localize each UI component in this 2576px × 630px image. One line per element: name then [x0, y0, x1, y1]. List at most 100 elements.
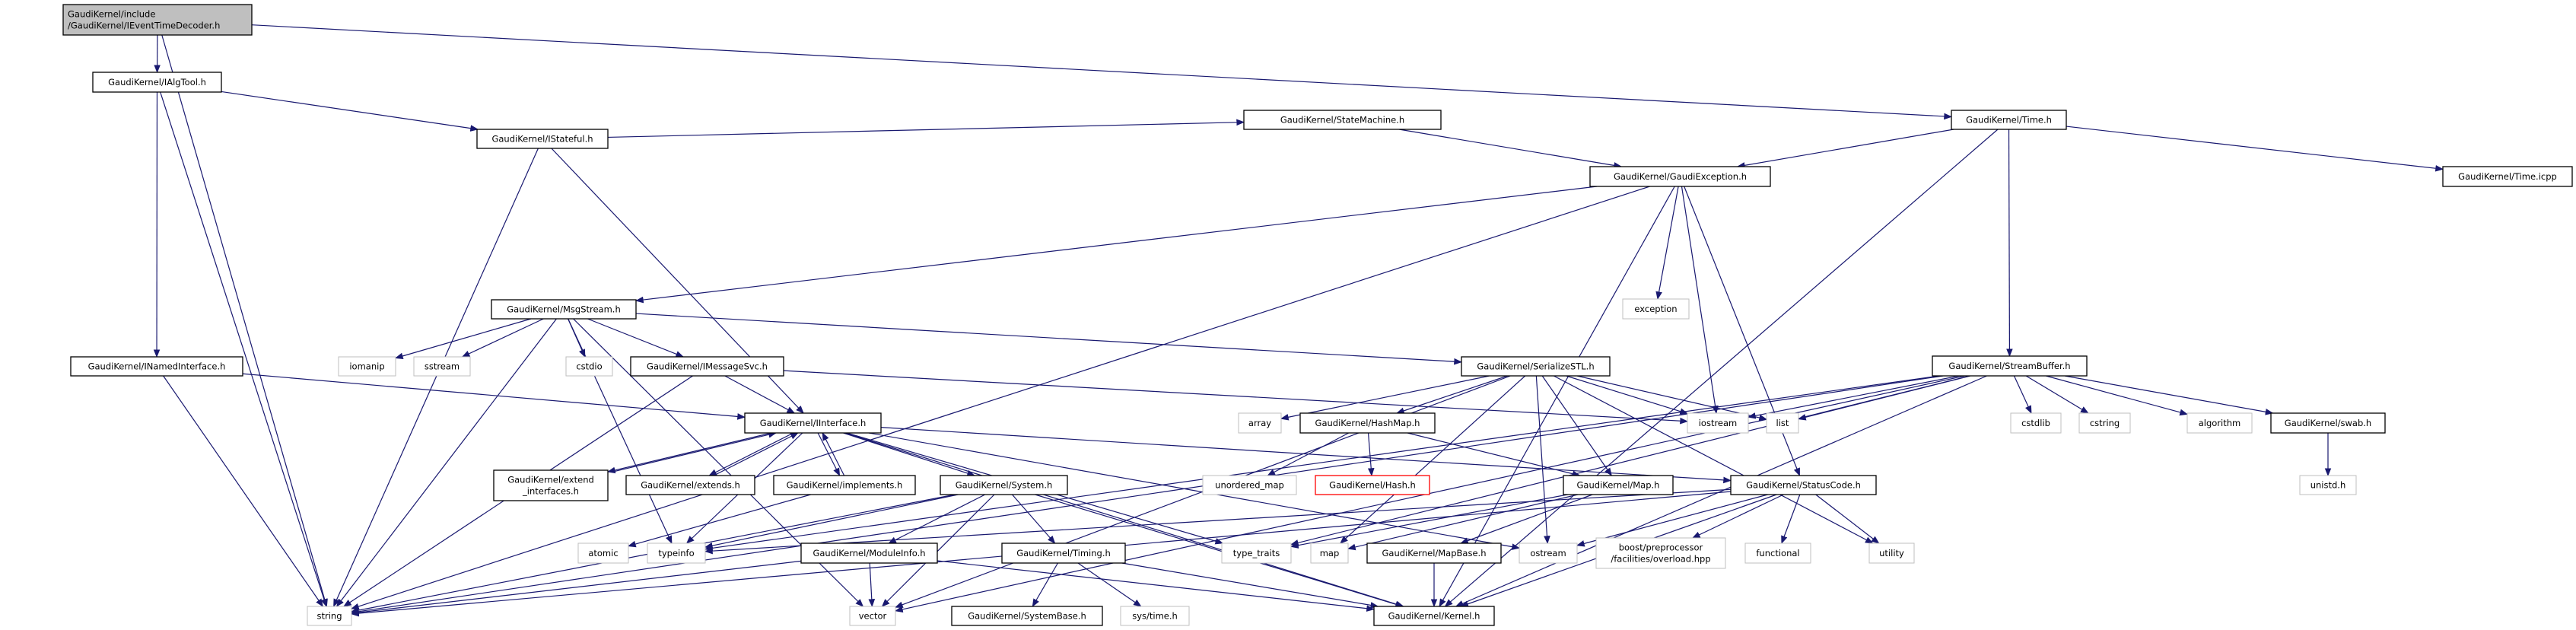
node-root[interactable]: GaudiKernel/include/GaudiKernel/IEventTi… [62, 4, 253, 36]
node-cstdio: cstdio [565, 356, 613, 377]
node-moduleinfo[interactable]: GaudiKernel/ModuleInfo.h [800, 542, 938, 564]
edge-implements-to-atomic [627, 494, 811, 548]
node-label: vector [859, 611, 887, 622]
node-box [1766, 412, 1799, 434]
node-map_h[interactable]: GaudiKernel/Map.h [1563, 475, 1674, 495]
node-label: unordered_map [1215, 480, 1284, 491]
node-label: unistd.h [2310, 480, 2346, 491]
node-gaudiexception[interactable]: GaudiKernel/GaudiException.h [1589, 166, 1771, 187]
node-statemachine[interactable]: GaudiKernel/StateMachine.h [1243, 110, 1442, 130]
node-extends[interactable]: GaudiKernel/extends.h [625, 475, 755, 495]
node-hashmap[interactable]: GaudiKernel/HashMap.h [1299, 412, 1436, 434]
node-label: _interfaces.h [522, 486, 579, 497]
edge-streambuffer-to-kernel [1455, 375, 1987, 607]
node-extendinterfaces[interactable]: GaudiKernel/extend_interfaces.h [493, 469, 609, 501]
node-box [338, 356, 396, 377]
edge-serializestl-to-hashmap [1396, 375, 1508, 414]
edge-serializestl-to-array [1280, 375, 1490, 421]
node-label: list [1776, 418, 1789, 428]
node-algorithm: algorithm [2186, 412, 2253, 434]
node-typeinfo: typeinfo [647, 542, 706, 564]
node-system[interactable]: GaudiKernel/System.h [940, 475, 1068, 495]
edge-timing-to-systime [1077, 562, 1142, 607]
edge-msgstream-to-vector [573, 318, 864, 607]
edge-streambuffer-to-swab [2064, 375, 2274, 415]
node-unistd: unistd.h [2299, 475, 2357, 495]
node-box [491, 299, 637, 320]
node-label: array [1248, 418, 1271, 428]
node-serializestl[interactable]: GaudiKernel/SerializeSTL.h [1461, 356, 1611, 377]
edges-layer [153, 24, 2444, 617]
node-label: utility [1879, 548, 1904, 558]
node-label: cstdlib [2021, 418, 2050, 428]
node-list: list [1766, 412, 1799, 434]
edge-streambuffer-to-iostream [1747, 375, 1960, 419]
node-box [1001, 542, 1126, 564]
node-statuscode[interactable]: GaudiKernel/StatusCode.h [1730, 475, 1877, 495]
edge-msgstream-to-string [336, 318, 557, 607]
node-box [940, 475, 1068, 495]
edge-root-to-time [251, 24, 1953, 120]
edge-root-to-string [161, 34, 328, 608]
node-label: /facilities/overload.hpp [1611, 554, 1710, 565]
node-mapbase[interactable]: GaudiKernel/MapBase.h [1366, 542, 1502, 564]
node-iinterface[interactable]: GaudiKernel/IInterface.h [744, 412, 882, 434]
edge-timing-to-systembase [1032, 562, 1058, 607]
edge-msgstream-to-sstream [461, 318, 544, 358]
node-box [1868, 542, 1915, 564]
node-label: map [1320, 548, 1340, 558]
node-array: array [1238, 412, 1282, 434]
node-box [1243, 110, 1442, 130]
node-box [1622, 298, 1690, 320]
node-imessagesvc[interactable]: GaudiKernel/IMessageSvc.h [630, 356, 784, 377]
node-hash[interactable]: GaudiKernel/Hash.h [1315, 475, 1430, 495]
edge-hashmap-to-unorderedmap [1267, 432, 1350, 476]
node-msgstream[interactable]: GaudiKernel/MsgStream.h [491, 299, 637, 320]
edge-system-to-vector [881, 494, 995, 607]
node-istateful[interactable]: GaudiKernel/IStateful.h [476, 129, 609, 149]
node-iostream: iostream [1687, 412, 1749, 434]
node-box [476, 129, 609, 149]
node-swab[interactable]: GaudiKernel/swab.h [2270, 412, 2386, 434]
node-cstring: cstring [2078, 412, 2131, 434]
node-label: GaudiKernel/INamedInterface.h [88, 361, 226, 372]
node-label: sys/time.h [1132, 611, 1178, 622]
node-ostream: ostream [1519, 542, 1578, 564]
node-box [2186, 412, 2253, 434]
node-label: GaudiKernel/IStateful.h [491, 134, 593, 145]
node-box [951, 606, 1103, 626]
node-implements[interactable]: GaudiKernel/implements.h [773, 475, 916, 495]
node-label: GaudiKernel/Timing.h [1016, 548, 1111, 558]
node-label: GaudiKernel/MsgStream.h [507, 304, 621, 315]
edge-map_h-to-mapbase [1460, 494, 1593, 544]
node-box [1366, 542, 1502, 564]
node-systembase[interactable]: GaudiKernel/SystemBase.h [951, 606, 1103, 626]
node-box [2442, 166, 2573, 187]
node-streambuffer[interactable]: GaudiKernel/StreamBuffer.h [1932, 355, 2088, 377]
node-box [2010, 412, 2062, 434]
edge-serializestl-to-iostream [1566, 375, 1689, 415]
node-box [92, 72, 222, 93]
edge-implements-to-iinterface [822, 432, 845, 476]
node-kernel[interactable]: GaudiKernel/Kernel.h [1373, 606, 1495, 626]
node-label: GaudiKernel/SystemBase.h [968, 611, 1086, 622]
node-label: algorithm [2199, 418, 2241, 428]
edge-system-to-typeinfo [704, 494, 959, 549]
node-timeicpp[interactable]: GaudiKernel/Time.icpp [2442, 166, 2573, 187]
node-label: GaudiKernel/SerializeSTL.h [1477, 361, 1594, 372]
node-label: GaudiKernel/StreamBuffer.h [1948, 361, 2070, 371]
node-box [1120, 606, 1190, 626]
node-inamedinterface[interactable]: GaudiKernel/INamedInterface.h [70, 356, 243, 377]
node-timing[interactable]: GaudiKernel/Timing.h [1001, 542, 1126, 564]
node-ialgtool[interactable]: GaudiKernel/IAlgTool.h [92, 72, 222, 93]
node-label: GaudiKernel/ModuleInfo.h [813, 548, 925, 558]
node-time[interactable]: GaudiKernel/Time.h [1951, 110, 2067, 130]
edge-serializestl-to-map_h [1541, 375, 1612, 476]
node-box [413, 356, 471, 377]
node-label: sstream [425, 361, 460, 372]
node-label: cstring [2090, 418, 2120, 428]
edge-extendinterfaces-to-iinterface [612, 431, 777, 473]
node-box [1315, 475, 1430, 495]
edge-iinterface-to-extends [708, 432, 794, 476]
node-label: GaudiKernel/extend [507, 475, 594, 485]
